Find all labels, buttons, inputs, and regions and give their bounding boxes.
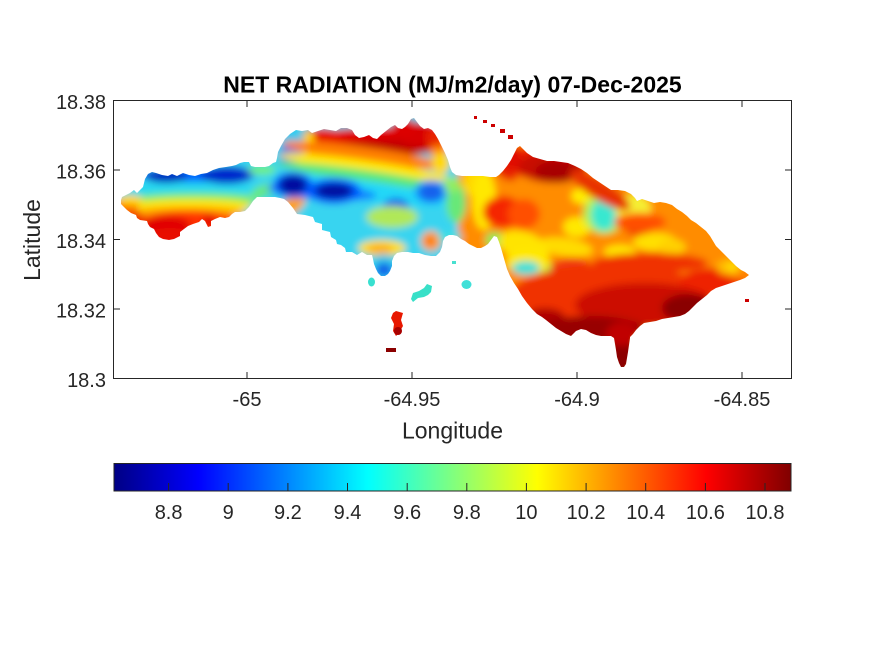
svg-text:18.38: 18.38 xyxy=(56,92,106,114)
svg-text:18.32: 18.32 xyxy=(56,301,106,323)
svg-text:10.2: 10.2 xyxy=(567,502,606,524)
svg-text:9.6: 9.6 xyxy=(393,502,421,524)
svg-text:9.2: 9.2 xyxy=(274,502,302,524)
svg-text:9.8: 9.8 xyxy=(453,502,481,524)
svg-text:Longitude: Longitude xyxy=(402,418,503,444)
svg-text:-64.85: -64.85 xyxy=(714,389,771,411)
svg-text:9: 9 xyxy=(223,502,234,524)
svg-text:8.8: 8.8 xyxy=(155,502,183,524)
svg-text:10: 10 xyxy=(515,502,537,524)
svg-text:9.4: 9.4 xyxy=(334,502,362,524)
svg-text:18.3: 18.3 xyxy=(67,370,106,392)
svg-text:-65: -65 xyxy=(233,389,262,411)
svg-text:-64.9: -64.9 xyxy=(554,389,600,411)
svg-text:NET RADIATION (MJ/m2/day) 07-D: NET RADIATION (MJ/m2/day) 07-Dec-2025 xyxy=(223,72,682,98)
svg-text:10.4: 10.4 xyxy=(626,502,665,524)
svg-text:-64.95: -64.95 xyxy=(384,389,441,411)
svg-text:10.6: 10.6 xyxy=(686,502,725,524)
svg-text:18.34: 18.34 xyxy=(56,231,106,253)
svg-text:18.36: 18.36 xyxy=(56,162,106,184)
svg-text:10.8: 10.8 xyxy=(746,502,785,524)
svg-text:Latitude: Latitude xyxy=(19,199,45,281)
